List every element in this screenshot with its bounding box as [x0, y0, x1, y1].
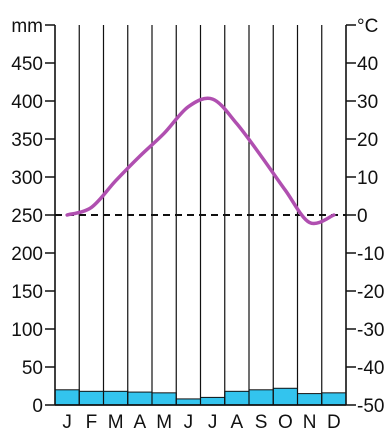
left-tick-label: 100 [11, 320, 43, 341]
right-tick-label: 30 [357, 92, 378, 113]
left-axis-unit: mm [11, 16, 43, 37]
left-tick-label: 400 [11, 92, 43, 113]
month-label: F [86, 412, 98, 433]
left-tick-label: 350 [11, 130, 43, 151]
precipitation-bar [200, 396, 226, 406]
precipitation-bar [297, 393, 323, 406]
left-tick-label: 50 [22, 358, 43, 379]
precipitation-bar [248, 389, 274, 406]
left-tick-label: 300 [11, 168, 43, 189]
right-tick-label: -40 [357, 358, 384, 379]
month-label: M [108, 412, 124, 433]
month-label: A [134, 412, 147, 433]
right-tick-label: 40 [357, 54, 378, 75]
month-label: N [303, 412, 317, 433]
right-tick-label: -30 [357, 320, 384, 341]
left-tick-label: 200 [11, 244, 43, 265]
precipitation-bar [175, 398, 201, 406]
month-label: J [62, 412, 72, 433]
right-tick-label: 20 [357, 130, 378, 151]
month-label: J [208, 412, 218, 433]
right-tick-label: -10 [357, 244, 384, 265]
precipitation-bar [224, 390, 250, 406]
right-tick-label: -50 [357, 396, 384, 417]
month-label: O [278, 412, 293, 433]
left-tick-label: 150 [11, 282, 43, 303]
right-tick-label: 10 [357, 168, 378, 189]
precipitation-bar [127, 391, 153, 406]
left-tick-label: 0 [32, 396, 43, 417]
right-tick-label: -20 [357, 282, 384, 303]
precipitation-bar [103, 390, 129, 406]
grid [45, 24, 356, 406]
month-label: M [156, 412, 172, 433]
precipitation-bar [272, 387, 298, 406]
left-tick-label: 250 [11, 206, 43, 227]
precipitation-bar [54, 389, 80, 406]
month-label: A [231, 412, 244, 433]
month-label: S [255, 412, 268, 433]
precipitation-bar [78, 390, 104, 406]
right-tick-label: 0 [357, 206, 368, 227]
temperature-line [65, 96, 336, 226]
left-tick-label: 450 [11, 54, 43, 75]
month-label: J [184, 412, 194, 433]
axis-labels: 050100150200250300350400450mm-50-40-30-2… [11, 16, 384, 433]
month-label: D [327, 412, 341, 433]
precipitation-bar [321, 392, 347, 406]
precipitation-bar [151, 392, 177, 406]
right-axis-unit: °C [357, 16, 378, 37]
temperature-curve [65, 96, 336, 226]
